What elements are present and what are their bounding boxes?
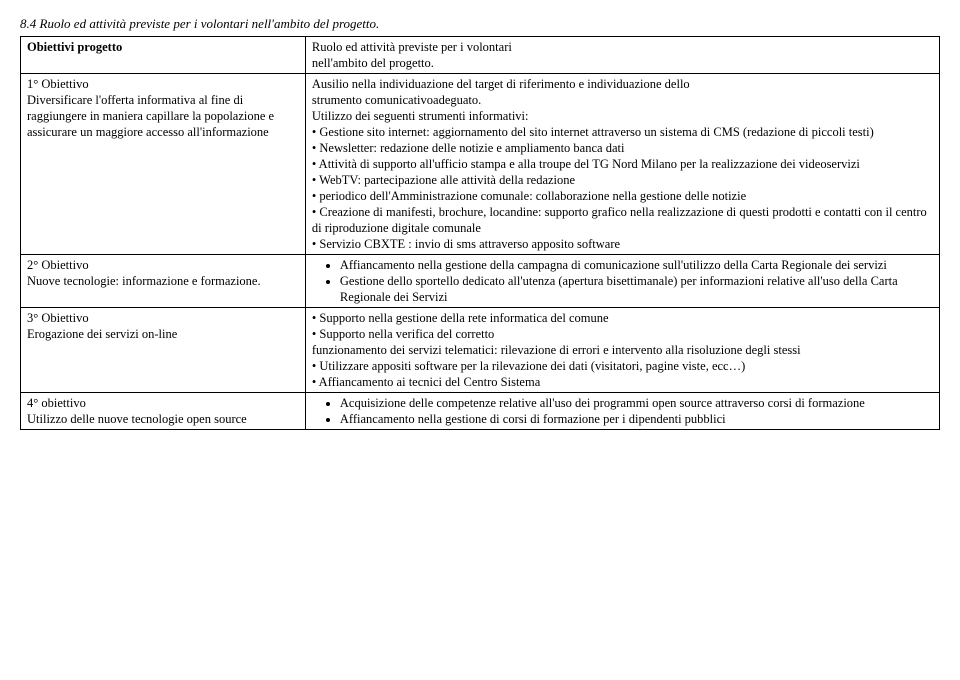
obj1-line: 1° Obiettivo (27, 76, 299, 92)
obj4-bullet: Affiancamento nella gestione di corsi di… (340, 411, 933, 427)
obj4-line: 4° obiettivo (27, 395, 299, 411)
table-row: 3° Obiettivo Erogazione dei servizi on-l… (21, 308, 940, 393)
obj3-activity-line: • Affiancamento ai tecnici del Centro Si… (312, 374, 933, 390)
obj1-activity-line: Utilizzo dei seguenti strumenti informat… (312, 108, 933, 124)
obj1-activity-line: • Gestione sito internet: aggiornamento … (312, 124, 933, 140)
cell-objective-1-activities: Ausilio nella individuazione del target … (305, 74, 939, 255)
right-header-line: Ruolo ed attività previste per i volonta… (312, 39, 933, 55)
cell-objective-3: 3° Obiettivo Erogazione dei servizi on-l… (21, 308, 306, 393)
cell-left-header: Obiettivi progetto (21, 37, 306, 74)
right-header-line: nell'ambito del progetto. (312, 55, 933, 71)
obj1-line: Diversificare l'offerta informativa al f… (27, 92, 299, 108)
obj1-line: raggiungere in maniera capillare la popo… (27, 108, 299, 124)
obj3-activity-line: • Supporto nella verifica del corretto (312, 326, 933, 342)
obj1-activity-line: • Newsletter: redazione delle notizie e … (312, 140, 933, 156)
obj3-activity-line: funzionamento dei servizi telematici: ri… (312, 342, 933, 358)
obj1-activity-line: • periodico dell'Amministrazione comunal… (312, 188, 933, 204)
section-heading: 8.4 Ruolo ed attività previste per i vol… (20, 16, 940, 32)
obj3-activity-line: • Supporto nella gestione della rete inf… (312, 310, 933, 326)
obj4-line: Utilizzo delle nuove tecnologie open sou… (27, 411, 299, 427)
obj2-line: Nuove tecnologie: informazione e formazi… (27, 273, 299, 289)
obj1-activity-line: strumento comunicativoadeguato. (312, 92, 933, 108)
obj1-activity-line: • Servizio CBXTE : invio di sms attraver… (312, 236, 933, 252)
cell-right-header: Ruolo ed attività previste per i volonta… (305, 37, 939, 74)
obj1-line: assicurare un maggiore accesso all'infor… (27, 124, 299, 140)
table-row: 4° obiettivo Utilizzo delle nuove tecnol… (21, 393, 940, 430)
obj2-line: 2° Obiettivo (27, 257, 299, 273)
obj3-line: Erogazione dei servizi on-line (27, 326, 299, 342)
cell-objective-3-activities: • Supporto nella gestione della rete inf… (305, 308, 939, 393)
obj1-activity-line: Ausilio nella individuazione del target … (312, 76, 933, 92)
cell-objective-2: 2° Obiettivo Nuove tecnologie: informazi… (21, 255, 306, 308)
obj3-line: 3° Obiettivo (27, 310, 299, 326)
obj2-bullet: Affiancamento nella gestione della campa… (340, 257, 933, 273)
obj1-activity-line: • Creazione di manifesti, brochure, loca… (312, 204, 933, 236)
table-row: 1° Obiettivo Diversificare l'offerta inf… (21, 74, 940, 255)
obj1-activity-line: • WebTV: partecipazione alle attività de… (312, 172, 933, 188)
obj2-bullet: Gestione dello sportello dedicato all'ut… (340, 273, 933, 305)
obj1-activity-line: • Attività di supporto all'ufficio stamp… (312, 156, 933, 172)
cell-objective-1: 1° Obiettivo Diversificare l'offerta inf… (21, 74, 306, 255)
cell-objective-2-activities: Affiancamento nella gestione della campa… (305, 255, 939, 308)
obj4-bullet: Acquisizione delle competenze relative a… (340, 395, 933, 411)
table-row: Obiettivi progetto Ruolo ed attività pre… (21, 37, 940, 74)
cell-objective-4-activities: Acquisizione delle competenze relative a… (305, 393, 939, 430)
table-row: 2° Obiettivo Nuove tecnologie: informazi… (21, 255, 940, 308)
obj3-activity-line: • Utilizzare appositi software per la ri… (312, 358, 933, 374)
cell-objective-4: 4° obiettivo Utilizzo delle nuove tecnol… (21, 393, 306, 430)
objectives-table: Obiettivi progetto Ruolo ed attività pre… (20, 36, 940, 430)
obj2-bullets: Affiancamento nella gestione della campa… (312, 257, 933, 305)
obj4-bullets: Acquisizione delle competenze relative a… (312, 395, 933, 427)
document-page: 8.4 Ruolo ed attività previste per i vol… (0, 0, 960, 440)
objectives-header: Obiettivi progetto (27, 40, 122, 54)
